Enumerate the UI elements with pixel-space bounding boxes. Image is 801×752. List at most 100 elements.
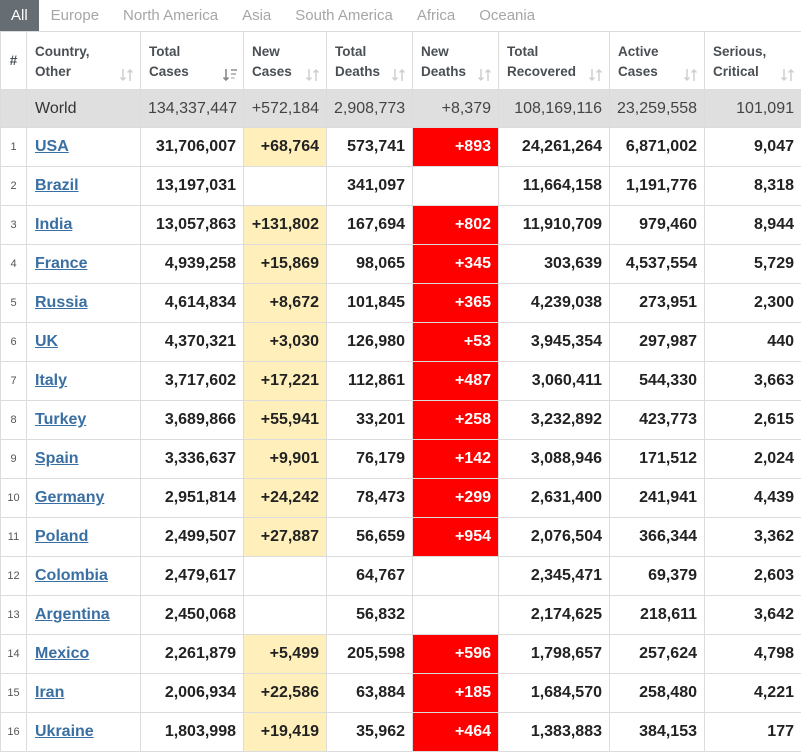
header-total-cases[interactable]: Total Cases [140, 31, 244, 90]
rank-cell: 15 [0, 673, 27, 713]
serious-critical-cell: 3,663 [704, 361, 801, 401]
total-recovered-cell: 1,684,570 [498, 673, 610, 713]
sort-arrows-icon[interactable] [391, 67, 407, 83]
tab-africa[interactable]: Africa [416, 7, 456, 24]
country-link[interactable]: Turkey [35, 411, 87, 428]
sort-arrows-icon[interactable] [477, 67, 493, 83]
country-cell: UK [26, 322, 141, 362]
new-cases-cell [243, 166, 327, 206]
total-cases-cell: 1,803,998 [140, 712, 244, 752]
serious-critical-cell: 3,362 [704, 517, 801, 557]
active-cases-cell: 423,773 [609, 400, 705, 440]
new-cases-cell: +3,030 [243, 322, 327, 362]
header-rank[interactable]: # [0, 31, 27, 90]
sort-arrows-icon[interactable] [780, 67, 796, 83]
country-link[interactable]: Ukraine [35, 723, 94, 740]
sort-arrows-icon[interactable] [305, 67, 321, 83]
rank-cell: 1 [0, 127, 27, 167]
country-cell: Russia [26, 283, 141, 323]
country-link[interactable]: France [35, 255, 88, 272]
country-link[interactable]: Iran [35, 684, 65, 701]
header-serious-critical-line1: Serious, [713, 44, 767, 59]
serious-critical-cell: 3,642 [704, 595, 801, 635]
country-link[interactable]: Germany [35, 489, 105, 506]
header-total-deaths-line2: Deaths [335, 64, 381, 79]
serious-critical-cell: 2,300 [704, 283, 801, 323]
new-deaths-cell: +464 [412, 712, 499, 752]
table-row: 6 UK 4,370,321 +3,030 126,980 +53 3,945,354 297… [0, 322, 801, 362]
tab-europe[interactable]: Europe [50, 7, 100, 24]
new-deaths-cell: +345 [412, 244, 499, 284]
country-link[interactable]: USA [35, 138, 69, 155]
total-recovered-cell: 2,076,504 [498, 517, 610, 557]
country-link[interactable]: Spain [35, 450, 79, 467]
total-cases-cell: 13,197,031 [140, 166, 244, 206]
serious-critical-cell: 4,439 [704, 478, 801, 518]
total-cases-cell: 2,951,814 [140, 478, 244, 518]
total-recovered-cell: 24,261,264 [498, 127, 610, 167]
country-link[interactable]: Poland [35, 528, 89, 545]
new-deaths-cell: +596 [412, 634, 499, 674]
total-deaths-cell: 56,659 [326, 517, 413, 557]
header-total-deaths[interactable]: Total Deaths [326, 31, 413, 90]
active-cases-cell: 6,871,002 [609, 127, 705, 167]
header-new-cases[interactable]: New Cases [243, 31, 327, 90]
header-country-line2: Other [35, 64, 72, 79]
serious-critical-cell: 8,318 [704, 166, 801, 206]
country-cell: Germany [26, 478, 141, 518]
new-deaths-cell: +299 [412, 478, 499, 518]
sort-arrows-icon[interactable] [119, 67, 135, 83]
country-link[interactable]: Russia [35, 294, 88, 311]
new-cases-cell: +15,869 [243, 244, 327, 284]
active-cases-cell: 257,624 [609, 634, 705, 674]
serious-critical-cell: 2,603 [704, 556, 801, 596]
sort-arrows-icon[interactable] [683, 67, 699, 83]
tab-south-america[interactable]: South America [295, 7, 393, 24]
world-total-cases-cell: 134,337,447 [140, 89, 244, 128]
country-link[interactable]: India [35, 216, 73, 233]
country-cell: Iran [26, 673, 141, 713]
country-link[interactable]: UK [35, 333, 59, 350]
total-recovered-cell: 2,174,625 [498, 595, 610, 635]
country-link[interactable]: Mexico [35, 645, 90, 662]
serious-critical-cell: 8,944 [704, 205, 801, 245]
header-new-deaths-line2: Deaths [421, 64, 467, 79]
tab-all[interactable]: All [0, 0, 39, 31]
total-recovered-cell: 303,639 [498, 244, 610, 284]
sort-arrows-icon[interactable] [588, 67, 604, 83]
sort-descending-icon[interactable] [222, 67, 238, 83]
country-cell: Poland [26, 517, 141, 557]
rank-cell: 3 [0, 205, 27, 245]
table-row: 16 Ukraine 1,803,998 +19,419 35,962 +464 1,383… [0, 712, 801, 752]
total-deaths-cell: 33,201 [326, 400, 413, 440]
country-cell: Argentina [26, 595, 141, 635]
table-row: 1 USA 31,706,007 +68,764 573,741 +893 24,261,2… [0, 127, 801, 167]
country-cell: Turkey [26, 400, 141, 440]
country-link[interactable]: Argentina [35, 606, 110, 623]
tab-asia[interactable]: Asia [242, 7, 272, 24]
header-total-recovered[interactable]: Total Recovered [498, 31, 610, 90]
total-recovered-cell: 3,088,946 [498, 439, 610, 479]
table-row: 3 India 13,057,863 +131,802 167,694 +802 11,91… [0, 205, 801, 245]
country-link[interactable]: Italy [35, 372, 68, 389]
country-link[interactable]: Colombia [35, 567, 108, 584]
header-new-deaths[interactable]: New Deaths [412, 31, 499, 90]
active-cases-cell: 384,153 [609, 712, 705, 752]
new-cases-cell: +131,802 [243, 205, 327, 245]
rank-cell: 12 [0, 556, 27, 596]
total-cases-cell: 2,450,068 [140, 595, 244, 635]
header-total-deaths-line1: Total [335, 44, 367, 59]
new-cases-cell: +9,901 [243, 439, 327, 479]
new-deaths-cell [412, 595, 499, 635]
header-active-cases[interactable]: Active Cases [609, 31, 705, 90]
tab-oceania[interactable]: Oceania [479, 7, 536, 24]
header-serious-critical[interactable]: Serious, Critical [704, 31, 801, 90]
new-cases-cell: +19,419 [243, 712, 327, 752]
new-deaths-cell: +53 [412, 322, 499, 362]
tab-north-america[interactable]: North America [123, 7, 219, 24]
new-cases-cell: +24,242 [243, 478, 327, 518]
active-cases-cell: 258,480 [609, 673, 705, 713]
rank-cell: 7 [0, 361, 27, 401]
country-link[interactable]: Brazil [35, 177, 79, 194]
header-country[interactable]: Country, Other [26, 31, 141, 90]
